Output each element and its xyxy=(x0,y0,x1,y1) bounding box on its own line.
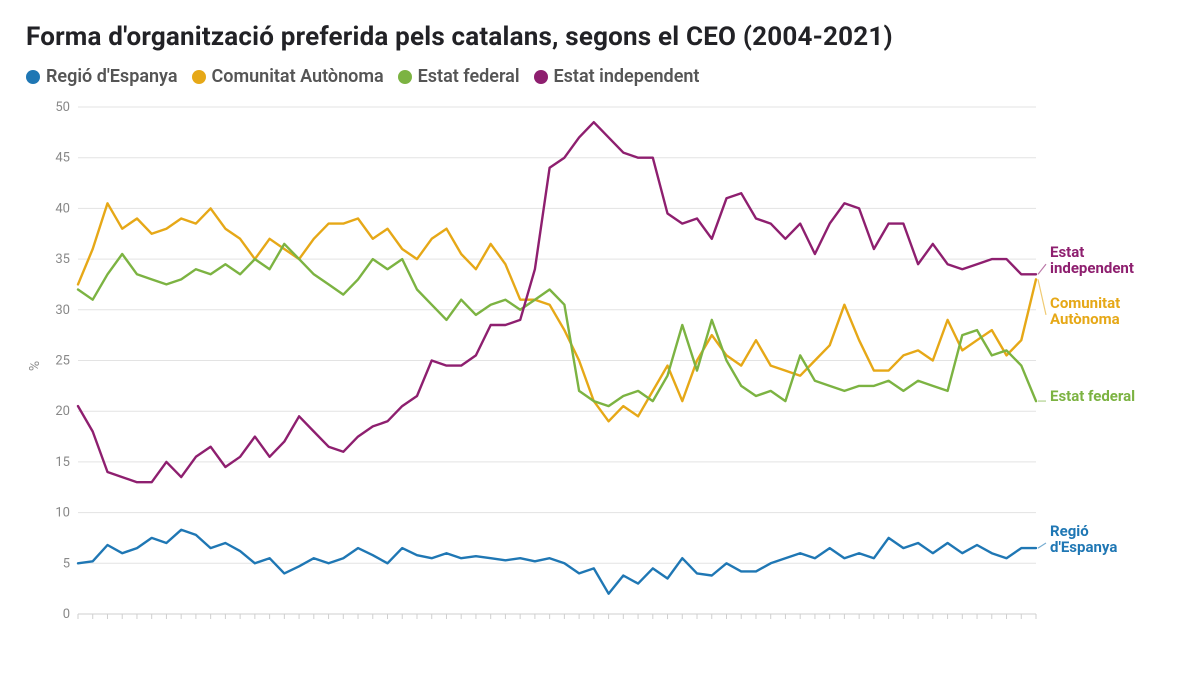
legend-item-comunitat: Comunitat Autònoma xyxy=(192,66,384,87)
y-tick-label: 0 xyxy=(63,607,70,622)
legend-item-independent: Estat independent xyxy=(534,66,700,87)
legend: Regió d'Espanya Comunitat Autònoma Estat f… xyxy=(26,66,1182,87)
y-tick-label: 5 xyxy=(63,556,70,571)
series-end-label-regio: Regiód'Espanya xyxy=(1050,522,1117,556)
series-end-label-independent: Estatindependent xyxy=(1050,243,1134,277)
series-end-label-federal: Estat federal xyxy=(1050,387,1135,405)
legend-swatch-federal xyxy=(398,70,412,84)
line-chart: 0 5 10 15 20 25 30 35 40 45 50 Regiód'Espanya Comuni… xyxy=(26,93,1176,638)
y-tick-label: 15 xyxy=(55,455,70,470)
y-tick-label: 20 xyxy=(55,404,70,419)
legend-label-federal: Estat federal xyxy=(418,66,520,87)
y-tick-label: 30 xyxy=(55,303,70,318)
legend-item-federal: Estat federal xyxy=(398,66,520,87)
legend-label-independent: Estat independent xyxy=(554,66,700,87)
chart-area: % 0 5 10 15 20 25 30 35 40 45 50 Regiód'Espanya Comu… xyxy=(26,93,1182,638)
legend-label-regio: Regió d'Espanya xyxy=(46,66,178,87)
y-tick-label: 10 xyxy=(55,506,70,521)
legend-item-regio: Regió d'Espanya xyxy=(26,66,178,87)
series-line-comunitat xyxy=(78,203,1036,421)
chart-title: Forma d'organització preferida pels cata… xyxy=(26,22,1182,52)
legend-swatch-independent xyxy=(534,70,548,84)
y-tick-label: 40 xyxy=(55,201,70,216)
legend-swatch-regio xyxy=(26,70,40,84)
series-end-label-comunitat: ComunitatAutònoma xyxy=(1050,294,1120,328)
y-tick-label: 25 xyxy=(55,354,70,369)
series-line-federal xyxy=(78,244,1036,406)
series-line-independent xyxy=(78,122,1036,482)
y-axis-label: % xyxy=(27,360,43,370)
series-line-regio xyxy=(78,530,1036,594)
y-tick-label: 35 xyxy=(55,252,70,267)
legend-label-comunitat: Comunitat Autònoma xyxy=(212,66,384,87)
legend-swatch-comunitat xyxy=(192,70,206,84)
y-tick-label: 45 xyxy=(55,151,70,166)
y-tick-label: 50 xyxy=(55,100,70,115)
